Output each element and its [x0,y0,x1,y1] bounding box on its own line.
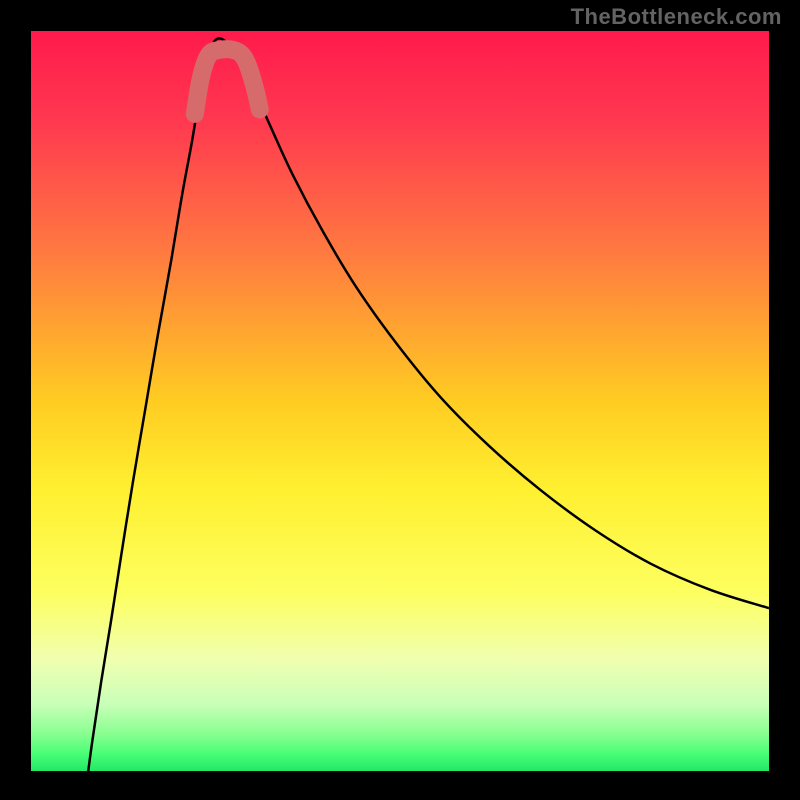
watermark-text: TheBottleneck.com [571,4,782,30]
plot-area [31,31,769,771]
curve-layer [31,31,769,771]
valley-marker [195,49,260,114]
bottleneck-curve [86,38,769,771]
